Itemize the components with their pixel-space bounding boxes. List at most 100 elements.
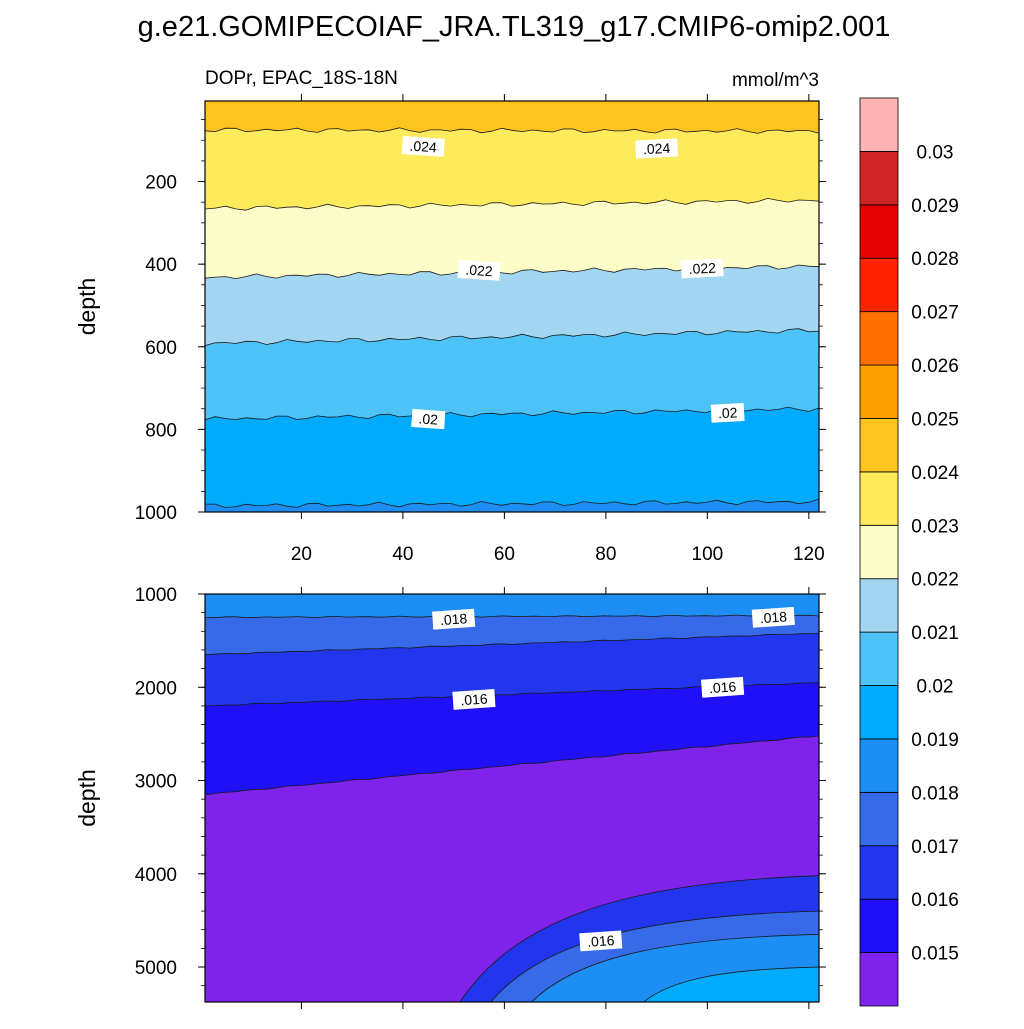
contour-label-box: [710, 403, 745, 423]
y-tick-label: 1000: [135, 585, 177, 606]
y-tick-label: 1000: [135, 503, 177, 524]
colorbar-label: 0.029: [911, 196, 959, 217]
colorbar-swatch: [859, 97, 899, 152]
figure-title: g.e21.GOMIPECOIAF_JRA.TL319_g17.CMIP6-om…: [138, 11, 891, 43]
contour-label: .016: [579, 930, 623, 952]
contour-line: [205, 127, 819, 134]
contour-line: [205, 498, 819, 509]
contour-line: [205, 735, 819, 796]
colorbar-label: 0.019: [911, 730, 959, 751]
colorbar-label: 0.017: [911, 837, 959, 858]
y-tick-label: 600: [145, 338, 177, 359]
contour-label-box: [701, 676, 745, 698]
contour-band: [205, 594, 819, 618]
contour-band: [205, 328, 819, 420]
colorbar-swatch: [859, 952, 899, 1007]
colorbar-label: 0.023: [911, 516, 959, 537]
panel-subtitle: DOPr, EPAC_18S-18N: [205, 68, 398, 89]
colorbar: 0.015 0.016 0.017 0.018 0.019 0.02 0.021 0.022 0…: [859, 97, 959, 1007]
plot-area: .018 .018 .016 .016 .016: [205, 594, 819, 1002]
contour-band: [205, 198, 819, 279]
y-tick-label: 400: [145, 255, 177, 276]
colorbar-label: 0.021: [911, 623, 959, 644]
x-tick-label: 60: [494, 544, 515, 565]
contour-band: [205, 615, 819, 655]
colorbar-label: 0.015: [911, 944, 959, 965]
y-axis-label: depth: [74, 769, 100, 827]
colorbar-label: 0.024: [911, 463, 959, 484]
contour-label-text: .022: [465, 261, 494, 279]
contour-label-text: .018: [439, 610, 468, 628]
colorbar-swatch: [859, 685, 899, 740]
contour-label-box: [411, 408, 446, 430]
contour-label-text: .016: [587, 932, 616, 950]
contour-band: [205, 499, 819, 512]
colorbar-swatch: [859, 418, 899, 473]
plot-frame: [204, 100, 820, 513]
colorbar-label: 0.03: [917, 142, 954, 163]
contour-label-box: [751, 606, 795, 628]
y-tick-label: 800: [145, 420, 177, 441]
contour-line: [205, 614, 819, 619]
colorbar-swatch: [859, 845, 899, 900]
contour-label-box: [432, 608, 476, 630]
colorbar-label: 0.027: [911, 303, 959, 324]
contour-label-text: .02: [418, 410, 439, 427]
x-tick-label: 20: [291, 544, 312, 565]
lower-panel: .018 .018 .016 .016 .016 1000 2000 3000 4000 5000…: [74, 585, 826, 1009]
y-tick-label: 2000: [135, 678, 177, 699]
contour-label-text: .016: [460, 690, 489, 708]
colorbar-label: 0.022: [911, 570, 959, 591]
contour-label: .024: [401, 135, 445, 157]
x-tick-label: 40: [392, 544, 413, 565]
contour-label-box: [680, 258, 724, 279]
y-tick-label: 3000: [135, 772, 177, 793]
contour-line: [205, 197, 819, 211]
x-tick-label: 100: [692, 544, 724, 565]
colorbar-swatch: [859, 364, 899, 419]
upper-panel: .024 .024 .022 .022 .02 .02 20 40 60 80 100 120 200 4…: [74, 94, 826, 565]
colorbar-swatch: [859, 898, 899, 953]
contour-label-text: .022: [688, 260, 716, 277]
colorbar-label: 0.02: [917, 677, 954, 698]
contour-band: [205, 407, 819, 508]
colorbar-swatch: [859, 257, 899, 313]
contour-label-text: .018: [759, 608, 788, 626]
colorbar-label: 0.018: [911, 783, 959, 804]
y-tick-label: 200: [145, 173, 177, 194]
contour-line: [205, 633, 819, 656]
colorbar-swatch: [859, 151, 899, 206]
contour-band: [205, 265, 819, 346]
colorbar-swatch: [859, 204, 899, 259]
contour-band: [205, 101, 819, 134]
contour-label: .022: [680, 258, 724, 279]
x-tick-label: 120: [793, 544, 825, 565]
contour-label-box: [452, 688, 496, 710]
colorbar-label: 0.026: [911, 356, 959, 377]
contour-label: .022: [457, 259, 501, 281]
colorbar-swatch: [859, 578, 899, 633]
x-tick-label: 80: [595, 544, 616, 565]
contour-label: .018: [432, 608, 476, 630]
contour-label: .02: [710, 403, 745, 423]
y-tick-label: 5000: [135, 958, 177, 979]
contour-label-box: [457, 259, 501, 281]
contour-label-text: .02: [718, 404, 738, 421]
contour-label-text: .016: [708, 678, 737, 696]
colorbar-swatch: [859, 524, 899, 580]
y-tick-label: 4000: [135, 865, 177, 886]
y-axis-label: depth: [74, 278, 100, 336]
colorbar-label: 0.025: [911, 409, 959, 430]
contour-label-box: [635, 138, 679, 159]
contour-band: [643, 966, 819, 1002]
units-label: mmol/m^3: [732, 70, 819, 91]
colorbar-swatch: [859, 311, 899, 366]
contour-label: .016: [452, 688, 496, 710]
colorbar-swatch: [859, 631, 899, 686]
contour-label-box: [401, 135, 445, 157]
contour-band: [205, 127, 819, 211]
contour-label-text: .024: [409, 138, 438, 156]
plot-area: .024 .024 .022 .022 .02 .02: [205, 101, 819, 512]
